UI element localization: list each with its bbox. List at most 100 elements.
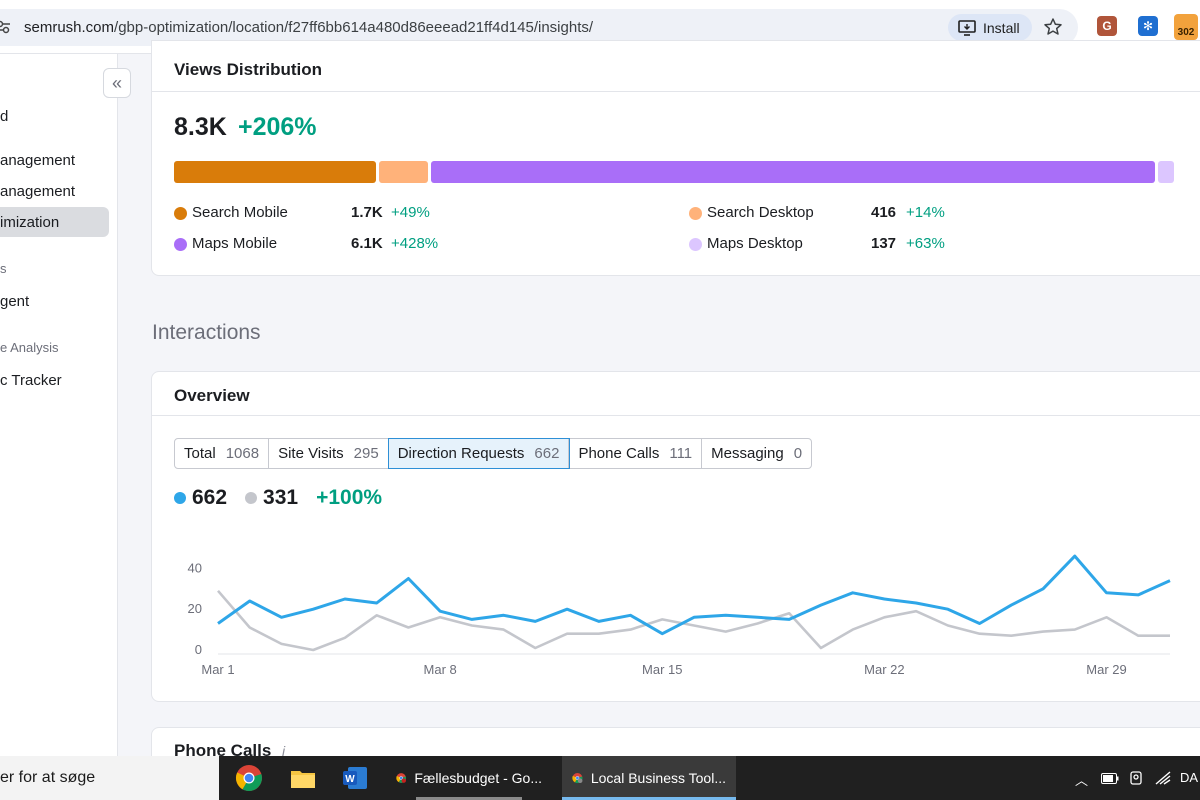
y-tick-label: 20 — [188, 601, 202, 616]
previous-period-dot — [245, 492, 258, 504]
sidebar-item-tracker[interactable]: c Tracker — [0, 372, 62, 389]
tab-messaging[interactable]: Messaging 0 — [702, 439, 811, 468]
url-host: semrush.com — [24, 19, 115, 36]
tab-phone-calls[interactable]: Phone Calls 111 — [569, 439, 703, 468]
legend-change-maps-mobile: +428% — [391, 235, 439, 252]
install-label: Install — [983, 19, 1020, 36]
direction-requests-line-chart: 0 20 40 Mar 1 Mar 8 Mar 15 Mar 22 Mar 29 — [188, 554, 1171, 677]
browser-toolbar: semrush.com/gbp-optimization/location/f2… — [0, 0, 1200, 54]
sidebar-item-management-2[interactable]: anagement — [0, 183, 76, 200]
views-change: +206% — [238, 113, 317, 141]
distribution-segment-search-mobile[interactable] — [174, 161, 376, 183]
interaction-summary: 662 331 +100% — [174, 486, 382, 510]
legend-change-search-desktop: +14% — [906, 204, 945, 221]
phone-calls-title: Phone Calls i — [174, 741, 285, 761]
site-settings-icon[interactable] — [0, 20, 10, 34]
chrome-icon[interactable] — [233, 762, 265, 794]
legend-value-search-mobile: 1.7K — [351, 204, 383, 221]
tab-label: Direction Requests — [397, 445, 525, 462]
x-tick-label: Mar 22 — [864, 662, 904, 677]
sidebar-item-optimization[interactable]: imization — [0, 214, 60, 231]
distribution-segment-maps-mobile[interactable] — [431, 161, 1155, 183]
camera-icon[interactable] — [1128, 770, 1144, 789]
overview-card: Overview Total 1068 Site Visits 295 Direct… — [151, 371, 1200, 702]
tab-count: 1068 — [225, 445, 260, 462]
tab-label: Messaging — [711, 445, 784, 462]
extension-g-letter: G — [1102, 19, 1112, 33]
tab-label: Site Visits — [278, 445, 344, 462]
interaction-tabs: Total 1068 Site Visits 295 Direction Reque… — [174, 438, 813, 469]
legend-value-maps-mobile: 6.1K — [351, 235, 383, 252]
tab-direction-requests[interactable]: Direction Requests 662 — [387, 438, 571, 469]
phone-calls-title-text: Phone Calls — [174, 741, 272, 760]
chrome-profile-icon — [396, 773, 407, 783]
distribution-segment-maps-desktop[interactable] — [1157, 161, 1174, 183]
address-bar[interactable]: semrush.com/gbp-optimization/location/f2… — [0, 9, 1078, 46]
sidebar-active-highlight — [0, 207, 109, 237]
sidebar-section-analysis: e Analysis — [0, 340, 59, 355]
double-chevron-left-icon: « — [111, 72, 122, 93]
overview-card-title: Overview — [174, 386, 250, 405]
sidebar-section-label: s — [0, 261, 7, 276]
legend-value-search-desktop: 416 — [871, 204, 897, 221]
x-tick-label: Mar 1 — [201, 662, 234, 677]
taskbar-app-label: Local Business Tool... — [590, 770, 726, 786]
taskbar-app-indicator — [562, 797, 736, 800]
battery-icon[interactable] — [1101, 772, 1119, 787]
legend-dot-search-mobile — [174, 207, 187, 220]
info-icon[interactable]: i — [282, 743, 286, 759]
taskbar-app-faellesbudget[interactable]: Fællesbudget - Go... — [386, 756, 552, 800]
views-distribution-bar — [174, 161, 1174, 183]
chrome-profile-icon — [572, 772, 583, 784]
current-period-value: 662 — [192, 486, 228, 509]
taskbar-app-label: Fællesbudget - Go... — [414, 770, 542, 786]
word-icon[interactable]: W — [339, 762, 371, 794]
tab-label: Total — [184, 445, 216, 462]
taskbar-search-box[interactable]: er for at søge — [0, 756, 219, 800]
tab-count: 295 — [353, 445, 379, 462]
collapse-sidebar-button[interactable]: « — [103, 68, 131, 98]
legend-dot-maps-mobile — [174, 238, 187, 251]
interactions-section-title: Interactions — [152, 321, 261, 344]
monitor-download-icon — [958, 19, 976, 36]
legend-label-search-desktop: Search Desktop — [707, 204, 814, 221]
card-divider — [152, 91, 1200, 92]
sidebar-item-dashboard[interactable]: d — [0, 108, 9, 125]
extension-redirect-icon[interactable]: 302 — [1174, 14, 1198, 40]
sidebar: d anagement anagement imization s gent e… — [0, 54, 118, 756]
extension-badge-text: 302 — [1177, 27, 1195, 38]
legend-label-maps-mobile: Maps Mobile — [192, 235, 278, 252]
views-distribution-card: Views Distribution 8.3K +206% Search Mob… — [151, 40, 1200, 276]
y-tick-label: 0 — [195, 642, 202, 657]
legend-label-maps-desktop: Maps Desktop — [707, 235, 803, 252]
url-path: /gbp-optimization/location/f27ff6bb614a4… — [114, 19, 594, 36]
taskbar-app-local-business[interactable]: Local Business Tool... — [562, 756, 736, 800]
x-tick-label: Mar 15 — [642, 662, 682, 677]
sidebar-item-management-1[interactable]: anagement — [0, 152, 76, 169]
x-tick-label: Mar 29 — [1086, 662, 1126, 677]
sidebar-item-agent[interactable]: gent — [0, 293, 30, 310]
tab-site-visits[interactable]: Site Visits 295 — [269, 439, 389, 468]
current-period-dot — [174, 492, 186, 504]
legend-dot-search-desktop — [689, 207, 702, 220]
tab-count: 0 — [793, 445, 803, 462]
file-explorer-icon[interactable] — [287, 762, 319, 794]
wifi-icon[interactable] — [1154, 770, 1172, 789]
x-tick-label: Mar 8 — [424, 662, 457, 677]
y-tick-label: 40 — [188, 560, 202, 575]
tray-chevron-up-icon[interactable]: ︿ — [1075, 773, 1089, 788]
bookmark-star-icon[interactable] — [1043, 17, 1063, 37]
current-period-line — [217, 554, 1171, 636]
legend-change-search-mobile: +49% — [391, 204, 430, 221]
install-app-button[interactable]: Install — [948, 14, 1032, 41]
interaction-change: +100% — [316, 486, 383, 509]
tab-total[interactable]: Total 1068 — [175, 439, 270, 468]
extension-g-icon[interactable]: G — [1097, 16, 1117, 36]
tab-label: Phone Calls — [578, 445, 660, 462]
url-text[interactable]: semrush.com/gbp-optimization/location/f2… — [24, 19, 593, 36]
distribution-segment-search-desktop[interactable] — [378, 161, 429, 183]
extension-gear-icon[interactable]: ✻ — [1138, 16, 1158, 36]
language-indicator[interactable]: DA — [1180, 770, 1199, 785]
views-card-title: Views Distribution — [174, 60, 322, 79]
views-total: 8.3K — [174, 113, 227, 141]
